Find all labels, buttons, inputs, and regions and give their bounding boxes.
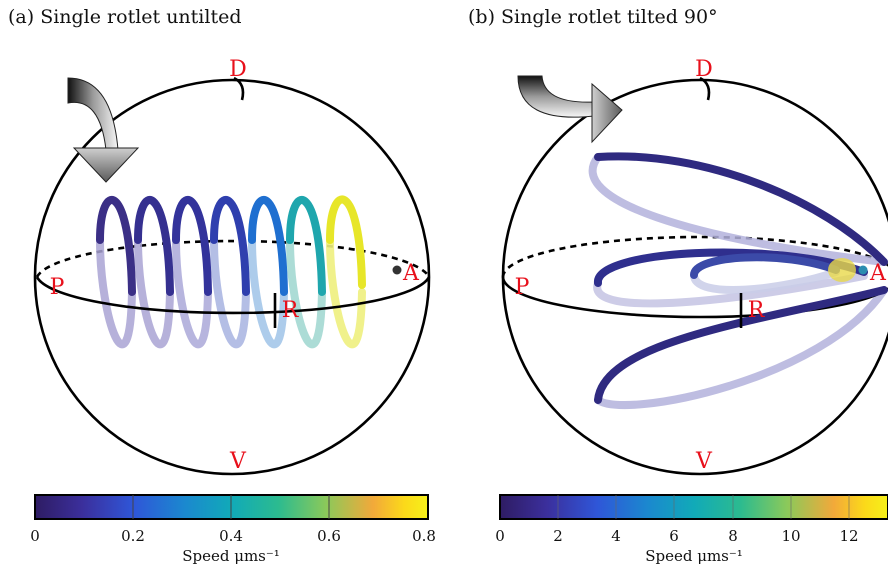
colorbar-tick: 10 [781,527,800,545]
spiral-front [594,152,888,404]
helix-back [96,236,366,349]
anterior-point [392,265,402,275]
panel-title: (b) Single rotlet tilted 90° [468,6,718,28]
rotation-arrow-icon [517,75,623,144]
colorbar-tick: 0.6 [317,527,341,545]
sphere-diagram: D V P A R 0 0.2 0.4 0.6 0.8 Speed μms⁻¹ [30,57,436,565]
colorbar-tick: 8 [728,527,738,545]
helix-front [96,195,366,296]
label-posterior: P [515,275,530,300]
sphere-outline [33,78,431,476]
rotation-arrow-icon [67,77,140,183]
panel-tilted: (b) Single rotlet tilted 90° [444,0,888,575]
label-right: R [282,298,300,323]
speed-hotspot [828,258,856,282]
spiral-back [588,153,888,410]
colorbar-tick: 0 [30,527,40,545]
colorbar-tick: 0 [495,527,505,545]
panel-untilted: (a) Single rotlet untilted [8,6,436,565]
colorbar-tick: 0.2 [121,527,145,545]
label-dorsal: D [229,57,247,82]
colorbar-tick: 0.4 [219,527,243,545]
label-dorsal: D [695,57,713,82]
label-anterior: A [402,261,420,286]
colorbar-tick: 0.8 [412,527,436,545]
colorbar-tick: 4 [611,527,621,545]
colorbar-label: Speed μms⁻¹ [182,547,280,565]
dorsal-mark [699,76,711,101]
colorbar-tick: 2 [553,527,563,545]
label-ventral: V [229,449,247,474]
sphere-diagram: D V P A R 0 2 4 6 8 10 12 Speed μms⁻¹ [495,57,888,565]
colorbar-tick: 6 [669,527,679,545]
label-ventral: V [695,449,713,474]
label-anterior: A [869,261,887,286]
panel-title: (a) Single rotlet untilted [8,6,242,28]
anterior-point [858,265,868,275]
equator-front [35,276,431,315]
colorbar: 0 0.2 0.4 0.6 0.8 Speed μms⁻¹ [30,494,436,565]
colorbar-label: Speed μms⁻¹ [645,547,743,565]
label-right: R [748,298,766,323]
colorbar-tick: 12 [839,527,858,545]
colorbar: 0 2 4 6 8 10 12 Speed μms⁻¹ [495,494,888,565]
dorsal-mark [233,76,245,101]
equator-back [35,239,431,278]
label-posterior: P [50,275,65,300]
